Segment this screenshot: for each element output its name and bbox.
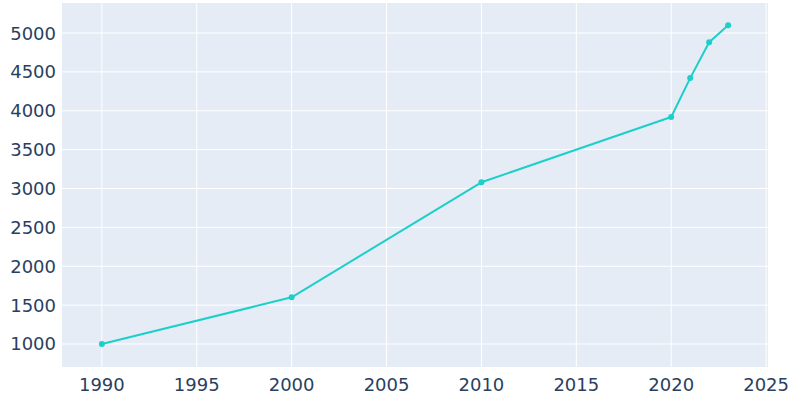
y-grid-line: [62, 33, 768, 34]
y-tick-label: 2000: [10, 256, 56, 277]
y-grid-line: [62, 266, 768, 267]
x-tick-label: 1995: [174, 374, 220, 395]
x-tick-label: 2020: [648, 374, 694, 395]
point-marker: [289, 294, 295, 300]
y-grid-line: [62, 188, 768, 189]
y-tick-label: 1500: [10, 295, 56, 316]
point-marker: [99, 341, 105, 347]
x-grid-line: [766, 3, 767, 367]
x-grid-line: [291, 3, 292, 367]
x-grid-line: [101, 3, 102, 367]
y-grid-line: [62, 343, 768, 344]
point-marker: [687, 75, 693, 81]
series-line: [102, 25, 728, 344]
point-marker: [725, 22, 731, 28]
grid: [62, 3, 768, 367]
x-tick-label: 2010: [459, 374, 505, 395]
x-tick-label: 1990: [79, 374, 125, 395]
y-grid-line: [62, 149, 768, 150]
y-tick-label: 5000: [10, 23, 56, 44]
x-tick-label: 2005: [364, 374, 410, 395]
y-tick-label: 1000: [10, 333, 56, 354]
y-tick-label: 2500: [10, 217, 56, 238]
y-tick-label: 4000: [10, 100, 56, 121]
y-tick-label: 3500: [10, 139, 56, 160]
point-marker: [706, 39, 712, 45]
x-tick-label: 2000: [269, 374, 315, 395]
chart-svg: 1990 1995 2000 2005 2010 2015 2020 2025 1000 1500…: [0, 0, 800, 400]
x-grid-line: [576, 3, 577, 367]
x-tick-label: 2015: [553, 374, 599, 395]
point-marker: [668, 114, 674, 120]
y-grid-line: [62, 227, 768, 228]
y-grid-line: [62, 71, 768, 72]
x-grid-line: [196, 3, 197, 367]
y-grid-line: [62, 305, 768, 306]
plot-frame: [62, 3, 768, 367]
x-grid-line: [671, 3, 672, 367]
x-tick-label: 2025: [743, 374, 789, 395]
x-grid-line: [386, 3, 387, 367]
series-group: [99, 22, 731, 347]
y-grid-line: [62, 110, 768, 111]
y-tick-label: 3000: [10, 178, 56, 199]
point-marker: [478, 179, 484, 185]
chart-root: 1990 1995 2000 2005 2010 2015 2020 2025 1000 1500…: [0, 0, 800, 400]
y-tick-label: 4500: [10, 61, 56, 82]
